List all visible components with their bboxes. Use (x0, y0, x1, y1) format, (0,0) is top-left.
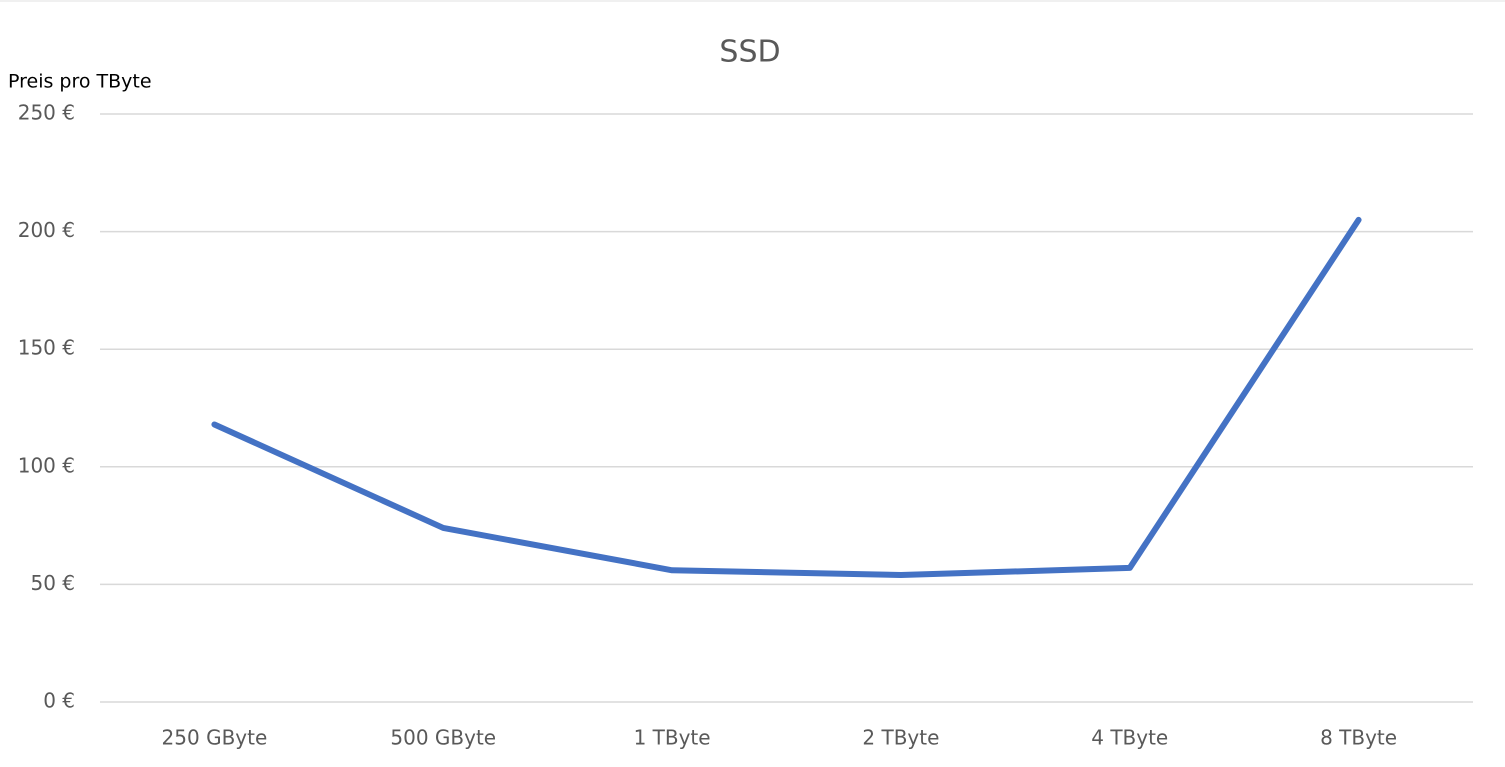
y-tick-label: 100 € (18, 453, 75, 477)
y-axis-label: Preis pro TByte (8, 71, 152, 93)
y-tick-label: 250 € (18, 101, 75, 125)
x-tick-label: 1 TByte (634, 726, 711, 750)
x-tick-label: 250 GByte (162, 726, 268, 750)
x-tick-label: 4 TByte (1091, 726, 1168, 750)
chart-title: SSD (719, 35, 780, 70)
y-tick-label: 200 € (18, 218, 75, 242)
y-tick-label: 50 € (30, 571, 75, 595)
x-tick-label: 8 TByte (1320, 726, 1397, 750)
y-tick-label: 150 € (18, 336, 75, 360)
data-line (211, 216, 1362, 578)
y-tick-label: 0 € (43, 689, 75, 713)
x-tick-label: 2 TByte (862, 726, 939, 750)
x-tick-label: 500 GByte (390, 726, 496, 750)
